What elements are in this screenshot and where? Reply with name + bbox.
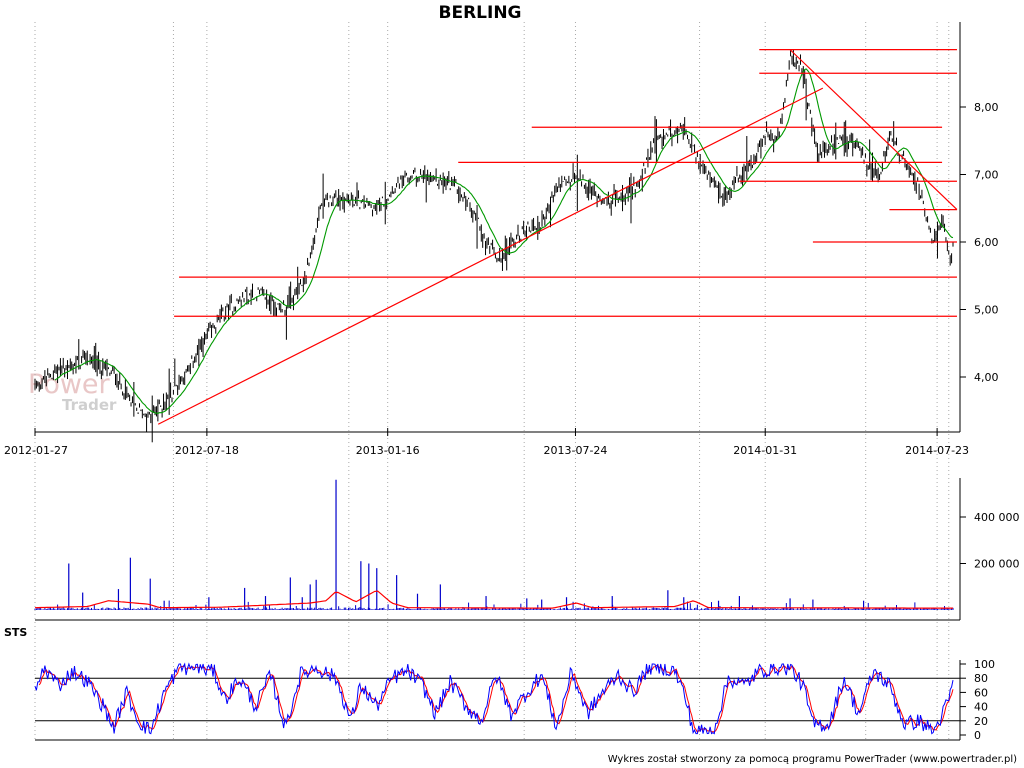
axes: 2012-01-27 2012-07-18 2013-01-16 2013-07-24… bbox=[4, 22, 1020, 742]
volume-y-tick-label: 400 000 bbox=[974, 511, 1020, 524]
trend-line bbox=[789, 49, 958, 211]
x-tick-label: 2012-01-27 bbox=[4, 444, 68, 457]
price-y-tick-label: 5,00 bbox=[974, 304, 999, 317]
trend-line bbox=[157, 87, 824, 425]
x-tick-label: 2014-07-23 bbox=[905, 444, 969, 457]
x-tick-label: 2012-07-18 bbox=[175, 444, 239, 457]
volume-average-line bbox=[34, 590, 953, 609]
moving-average-line bbox=[54, 68, 954, 414]
price-y-tick-label: 8,00 bbox=[974, 101, 999, 114]
chart-title: BERLING bbox=[439, 3, 522, 23]
price-y-tick-label: 6,00 bbox=[974, 236, 999, 249]
volume-y-tick-label: 200 000 bbox=[974, 558, 1020, 571]
sts-y-tick-label: 60 bbox=[974, 686, 988, 699]
price-y-tick-label: 7,00 bbox=[974, 169, 999, 182]
sts-y-tick-label: 20 bbox=[974, 715, 988, 728]
sts-y-tick-label: 80 bbox=[974, 672, 988, 685]
sts-k-line bbox=[34, 662, 954, 735]
sts-indicator-label: STS bbox=[4, 626, 27, 639]
sts-panel bbox=[34, 662, 960, 735]
x-tick-label: 2014-01-31 bbox=[733, 444, 797, 457]
sts-y-tick-label: 100 bbox=[974, 658, 995, 671]
footer-credit: Wykres został stworzony za pomocą progra… bbox=[608, 754, 1017, 765]
sts-y-tick-label: 0 bbox=[974, 729, 981, 742]
watermark-trader: Trader bbox=[62, 396, 117, 414]
volume-panel bbox=[34, 479, 954, 610]
price-y-tick-label: 4,00 bbox=[974, 371, 999, 384]
price-panel bbox=[34, 49, 958, 443]
sts-y-tick-label: 40 bbox=[974, 701, 988, 714]
x-tick-label: 2013-07-24 bbox=[543, 444, 607, 457]
x-tick-label: 2013-01-16 bbox=[356, 444, 420, 457]
